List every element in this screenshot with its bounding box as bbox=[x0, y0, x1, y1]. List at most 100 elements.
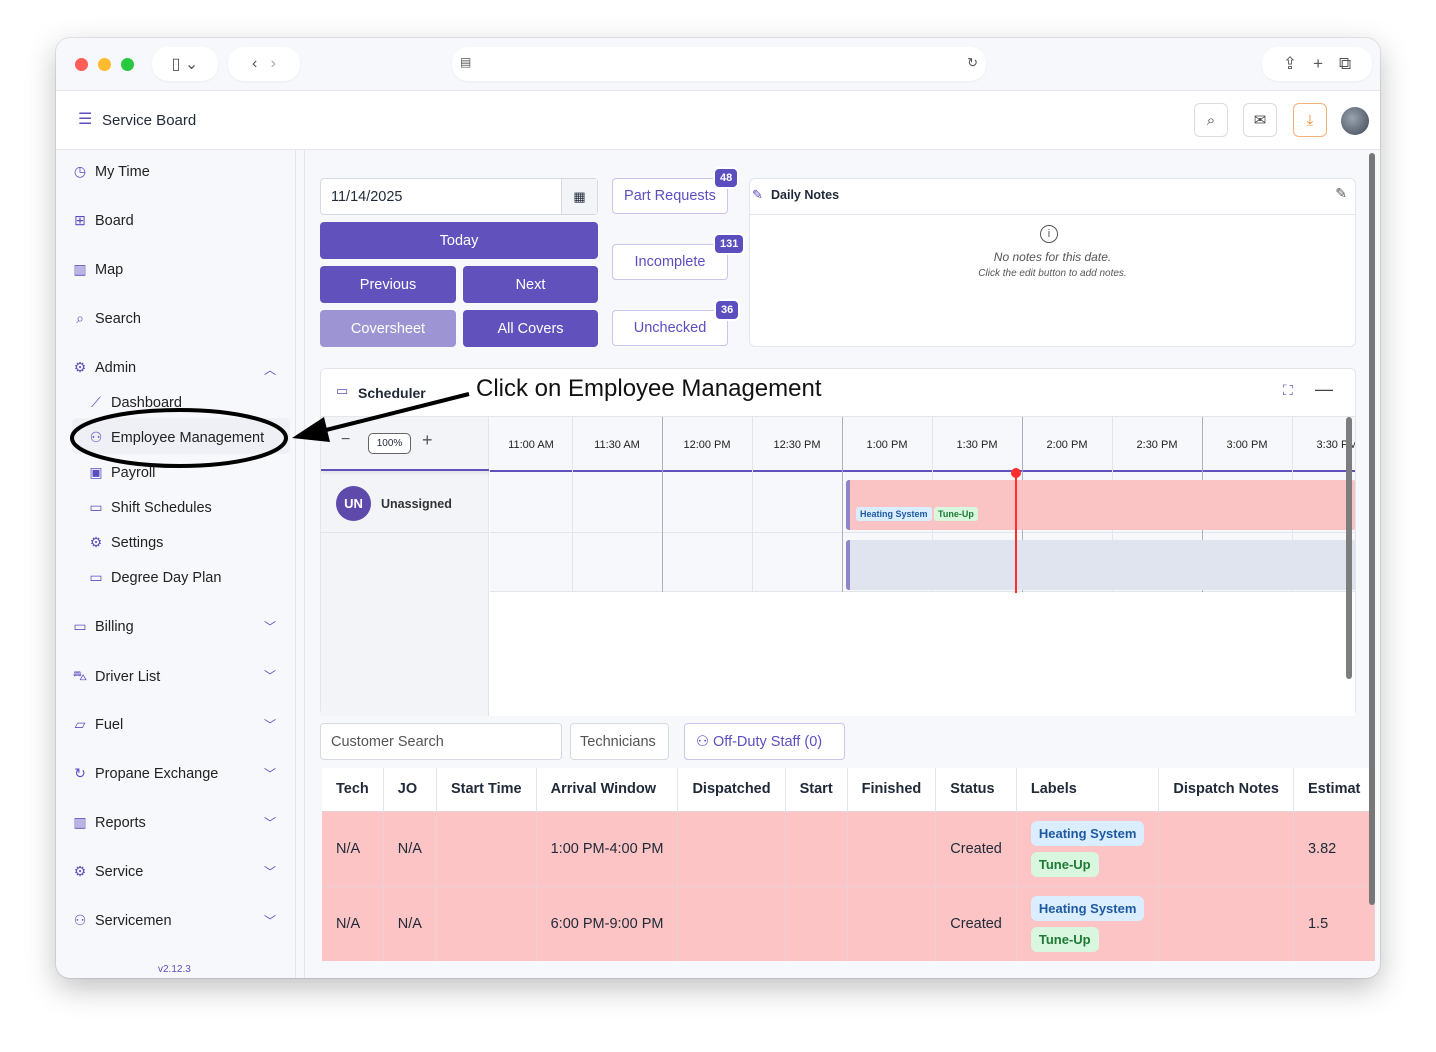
cell-start bbox=[785, 810, 848, 886]
chevron-down-icon[interactable]: ﹀ bbox=[264, 767, 277, 781]
sidebar-item-settings[interactable]: ⚙ Settings bbox=[89, 534, 164, 551]
next-button[interactable]: Next bbox=[463, 266, 598, 303]
incomplete-button[interactable]: Incomplete bbox=[612, 244, 728, 280]
table-row[interactable]: N/A N/A 1:00 PM-4:00 PM Created Heating Syst… bbox=[322, 810, 1376, 886]
coversheet-button[interactable]: Coversheet bbox=[320, 310, 456, 347]
sidebar-item-propane-exchange[interactable]: ↻ Propane Exchange bbox=[72, 765, 218, 782]
sidebar-item-highlight bbox=[72, 418, 290, 454]
cell-dispatched bbox=[677, 885, 786, 961]
sidebar-item-search[interactable]: ⌕ Search bbox=[72, 310, 141, 327]
sidebar-item-employee-management[interactable]: ⚇ Employee Management bbox=[89, 429, 265, 446]
maximize-window-button[interactable] bbox=[121, 58, 134, 71]
sidebar-item-fuel[interactable]: ▱ Fuel bbox=[72, 716, 124, 733]
page-scrollbar[interactable] bbox=[1369, 153, 1375, 905]
label-tune-up: Tune-Up bbox=[934, 507, 978, 521]
cell-labels: Heating System Tune-Up bbox=[1016, 885, 1160, 961]
scrollbar[interactable] bbox=[1346, 417, 1352, 679]
chevron-down-icon[interactable]: ﹀ bbox=[264, 914, 277, 928]
sidebar-item-shift-schedules[interactable]: ▭ Shift Schedules bbox=[89, 499, 212, 516]
cell-status: Created bbox=[935, 885, 1017, 961]
sidebar-item-billing[interactable]: ▭ Billing bbox=[73, 618, 134, 635]
reload-icon[interactable]: ↻ bbox=[967, 55, 978, 70]
download-button[interactable]: ⤓ bbox=[1293, 103, 1327, 137]
customer-search-input[interactable]: Customer Search bbox=[320, 723, 562, 760]
sidebar-item-driver-list[interactable]: ⛍ Driver List bbox=[72, 667, 161, 685]
column-header[interactable]: Dispatched bbox=[677, 768, 786, 811]
sidebar-item-reports[interactable]: ▥ Reports bbox=[73, 814, 146, 831]
minimize-window-button[interactable] bbox=[98, 58, 111, 71]
collapse-icon[interactable]: — bbox=[1315, 379, 1333, 399]
fullscreen-icon[interactable]: ⛶ bbox=[1283, 382, 1293, 398]
sidebar-item-service[interactable]: ⚙ Service bbox=[73, 863, 144, 880]
search-button[interactable]: ⌕ bbox=[1194, 103, 1228, 137]
zoom-out-button[interactable]: − bbox=[341, 431, 351, 448]
daily-notes-card: ✎ Daily Notes ✎ i No notes for this date… bbox=[749, 178, 1356, 347]
chevron-down-icon[interactable]: ﹀ bbox=[264, 620, 277, 634]
column-header[interactable]: Start bbox=[785, 768, 848, 811]
all-covers-button[interactable]: All Covers bbox=[463, 310, 598, 347]
calendar-icon: ▭ bbox=[89, 499, 103, 515]
back-icon[interactable]: ‹ bbox=[252, 55, 258, 72]
column-header[interactable]: Status bbox=[935, 768, 1017, 811]
sidebar-item-map[interactable]: ▥ Map bbox=[73, 261, 124, 278]
chevron-down-icon[interactable]: ﹀ bbox=[264, 718, 277, 732]
column-header[interactable]: Dispatch Notes bbox=[1158, 768, 1294, 811]
date-input[interactable]: 11/14/2025 ▦ bbox=[320, 178, 598, 215]
version-label: v2.12.3 bbox=[158, 964, 191, 975]
menu-icon[interactable]: ☰ bbox=[78, 111, 93, 128]
sidebar-item-my-time[interactable]: ◷ My Time bbox=[73, 163, 150, 180]
sidebar-toggle-button[interactable]: ▯ ⌄ bbox=[152, 47, 218, 81]
mail-button[interactable]: ✉ bbox=[1243, 103, 1277, 137]
cell-estimate: 3.82 bbox=[1293, 810, 1376, 886]
event-block[interactable]: Heating System Tune-Up bbox=[846, 480, 1355, 530]
part-requests-badge: 48 bbox=[713, 167, 740, 189]
sidebar-item-servicemen[interactable]: ⚇ Servicemen bbox=[73, 912, 172, 929]
column-header[interactable]: Arrival Window bbox=[536, 768, 679, 811]
sidebar-item-board[interactable]: ⊞ Board bbox=[72, 212, 134, 229]
zoom-level[interactable]: 100% bbox=[368, 433, 411, 454]
current-time-marker bbox=[1011, 468, 1021, 478]
event-block[interactable] bbox=[846, 540, 1355, 590]
new-tab-icon[interactable]: + bbox=[1313, 54, 1324, 73]
sidebar-item-admin[interactable]: ⚙ Admin bbox=[73, 359, 137, 376]
chevron-down-icon[interactable]: ﹀ bbox=[264, 669, 277, 683]
tabs-icon[interactable]: ⧉ bbox=[1339, 54, 1352, 73]
share-icon[interactable]: ⇪ bbox=[1282, 54, 1298, 73]
off-duty-staff-button[interactable]: ⚇ Off-Duty Staff (0) bbox=[684, 723, 845, 760]
forward-icon[interactable]: › bbox=[270, 55, 276, 72]
notes-hint: Click the edit button to add notes. bbox=[978, 268, 1127, 279]
table-row[interactable]: N/A N/A 6:00 PM-9:00 PM Created Heating Syst… bbox=[322, 885, 1376, 961]
grid-line bbox=[662, 472, 663, 592]
chevron-down-icon[interactable]: ﹀ bbox=[264, 816, 277, 830]
divider bbox=[304, 150, 305, 978]
avatar[interactable] bbox=[1341, 107, 1369, 135]
column-header[interactable]: Labels bbox=[1016, 768, 1160, 811]
unchecked-button[interactable]: Unchecked bbox=[612, 310, 728, 346]
today-button[interactable]: Today bbox=[320, 222, 598, 259]
current-time-line bbox=[1015, 473, 1017, 593]
column-header[interactable]: JO bbox=[383, 768, 437, 811]
zoom-in-button[interactable]: + bbox=[422, 430, 433, 450]
part-requests-button[interactable]: Part Requests bbox=[612, 178, 728, 214]
sidebar-item-payroll[interactable]: ▣ Payroll bbox=[89, 464, 156, 481]
technicians-select[interactable]: Technicians bbox=[570, 723, 669, 760]
chevron-down-icon[interactable]: ﹀ bbox=[264, 865, 277, 879]
sidebar-item-degree-day-plan[interactable]: ▭ Degree Day Plan bbox=[89, 569, 222, 586]
calendar-icon[interactable]: ▦ bbox=[561, 179, 597, 214]
dispatch-table: Tech JO Start Time Arrival Window Dispatched… bbox=[322, 768, 1376, 961]
address-bar[interactable]: ▤ ↻ bbox=[452, 47, 986, 81]
cell-tech: N/A bbox=[322, 885, 384, 961]
time-slot-header: 3:00 PM bbox=[1226, 438, 1268, 451]
close-window-button[interactable] bbox=[75, 58, 88, 71]
nav-back-forward[interactable]: ‹ › bbox=[228, 47, 300, 81]
grid-line bbox=[752, 417, 753, 472]
column-header[interactable]: Estimat bbox=[1293, 768, 1376, 811]
previous-button[interactable]: Previous bbox=[320, 266, 456, 303]
column-header[interactable]: Tech bbox=[322, 768, 384, 811]
column-header[interactable]: Finished bbox=[847, 768, 937, 811]
sidebar-item-dashboard[interactable]: ⟋ Dashboard bbox=[88, 394, 182, 411]
column-header[interactable]: Start Time bbox=[436, 768, 537, 811]
grid-line bbox=[1022, 472, 1023, 592]
edit-icon[interactable]: ✎ bbox=[1335, 185, 1347, 201]
chevron-up-icon[interactable]: ︿ bbox=[264, 363, 277, 377]
